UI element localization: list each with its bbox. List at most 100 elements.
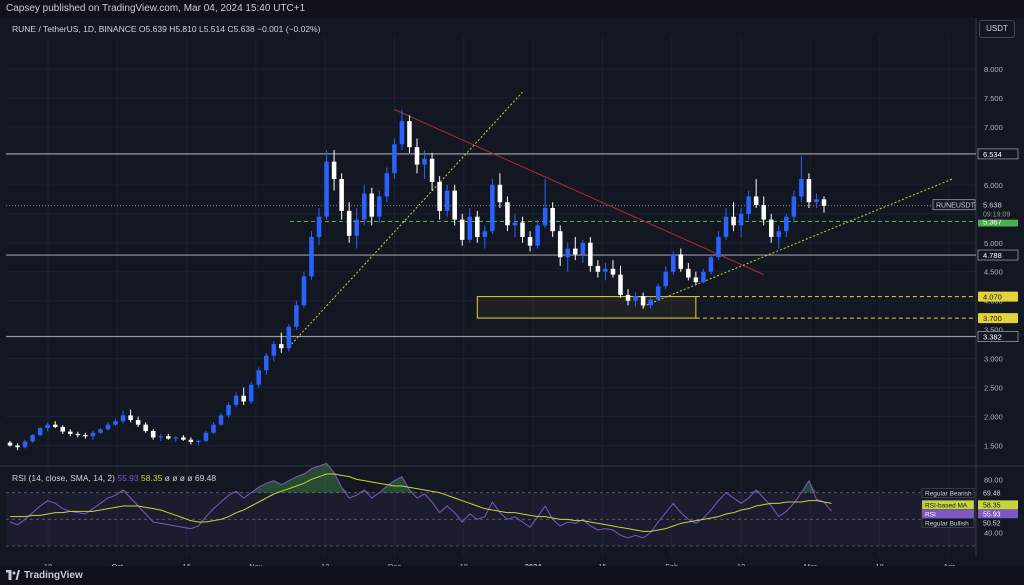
footer-bar: TradingView [0, 566, 1024, 585]
rsi-ma-line[interactable] [10, 473, 832, 532]
candle-body [640, 296, 646, 306]
price-tick-label: 5.000 [984, 239, 1003, 248]
candle-body [761, 205, 766, 220]
price-tick-label: 6.000 [984, 181, 1003, 190]
candle-body [573, 248, 578, 255]
symbol-badge-bg [932, 199, 976, 211]
rsi-tag-value-bg [978, 500, 1018, 510]
level-label-border [977, 148, 1019, 160]
trendline-support[interactable] [288, 91, 523, 348]
candle-body [731, 216, 736, 226]
candle-body [75, 433, 81, 436]
rsi-legend-part: ø ø ø ø [165, 473, 195, 483]
rsi-tag-value: 69.48 [983, 490, 1001, 497]
candle-body [218, 415, 224, 425]
level-label-3.700: 3.700 [983, 314, 1002, 323]
rsi-tag-bg [921, 518, 975, 528]
candle-body [181, 437, 186, 440]
time-tick-label: Apr [943, 562, 955, 566]
chart-area[interactable]: 1.5002.0002.5003.0003.5004.0004.5005.000… [0, 18, 1024, 566]
time-tick-label: Oct [111, 562, 124, 566]
accumulation-zone-box[interactable] [476, 296, 697, 319]
candle-body [520, 222, 525, 237]
candle-body [316, 216, 322, 237]
candle-body [753, 196, 759, 206]
candle-body [369, 193, 375, 217]
candle-body [226, 404, 231, 416]
candle-body [68, 431, 73, 434]
candle-body [279, 344, 284, 349]
candle-body [429, 158, 435, 182]
candle-body [271, 344, 277, 356]
legend-part: RUNE / TetherUS, 1D, BINANCE [12, 24, 139, 34]
candle-body [663, 271, 668, 287]
candle-body [233, 395, 239, 405]
level-label-3.382: 3.382 [983, 332, 1002, 341]
rsi-line[interactable] [9, 462, 832, 539]
candle-body [618, 274, 623, 295]
candle-body [196, 440, 201, 443]
current-price-tag: 5.638 [983, 201, 1002, 210]
candle-body [105, 424, 111, 430]
candle-body [241, 395, 246, 402]
rsi-tick-label: 40.00 [984, 529, 1003, 538]
time-tick-label: 13 [321, 562, 329, 566]
candle-body [113, 421, 118, 425]
candle-body [580, 242, 586, 255]
candle-body [610, 268, 616, 275]
legend-part: 5.810 [175, 24, 199, 34]
candle-body [437, 181, 442, 211]
legend-part: O [139, 24, 146, 34]
candle-body [527, 236, 533, 246]
publisher-text: Capsey published on TradingView.com, Mar… [6, 3, 306, 14]
candle-body [150, 431, 156, 438]
candle-body [173, 437, 179, 439]
candle-body [120, 415, 126, 422]
rsi-tag-value-bg [978, 488, 1018, 498]
tradingview-brand[interactable]: TradingView [6, 570, 83, 581]
trendline-resistance[interactable] [394, 109, 764, 276]
level-label-border [977, 331, 1019, 342]
candle-body [550, 208, 555, 232]
time-tick-label: 18 [44, 562, 52, 566]
rsi-tag-value: 50.52 [983, 520, 1001, 527]
candle-body [324, 161, 329, 217]
legend-part: C [227, 24, 233, 34]
rsi-tick-label: 80.00 [984, 475, 1003, 484]
level-label-4.070: 4.070 [983, 293, 1002, 302]
price-tick-label: 2.500 [984, 384, 1003, 393]
rsi-tag-bg [921, 488, 975, 498]
candle-body [399, 121, 405, 145]
candle-body [354, 219, 359, 236]
level-label-4.070-bg [978, 291, 1018, 302]
candle-body [361, 193, 367, 220]
publisher-bar: Capsey published on TradingView.com, Mar… [0, 0, 1024, 18]
time-tick-label: Dec [388, 562, 402, 566]
level-label-border [977, 249, 1019, 261]
rsi-legend-part: 58.35 [141, 473, 165, 483]
candle-body [625, 294, 631, 301]
candle-body [686, 268, 691, 278]
candle-body [701, 271, 706, 283]
level-label-6.534: 6.534 [983, 150, 1002, 159]
level-label-4.788-bg [978, 250, 1018, 261]
candle-body [414, 147, 420, 165]
rsi-tag-value: 55.93 [983, 511, 1001, 518]
candle-body [301, 276, 307, 306]
candle-body [490, 184, 495, 232]
rsi-tag-value: 58.35 [983, 502, 1001, 509]
level-label-3.700-bg [978, 313, 1018, 324]
candle-body [263, 355, 269, 371]
level-label-5.367: 5.367 [983, 217, 1002, 226]
candle-body [128, 415, 133, 421]
candle-body [821, 199, 827, 206]
currency-button[interactable]: USDT [979, 20, 1015, 38]
candle-body [346, 210, 352, 236]
rsi-legend-part: RSI (14, close, SMA, 14, 2) [12, 473, 117, 483]
candle-body [505, 202, 510, 226]
candle-body [143, 424, 148, 432]
candle-body [30, 435, 35, 442]
legend-part: L [199, 24, 204, 34]
candle-body [670, 254, 676, 272]
rsi-tag-text: RSI [925, 511, 936, 518]
